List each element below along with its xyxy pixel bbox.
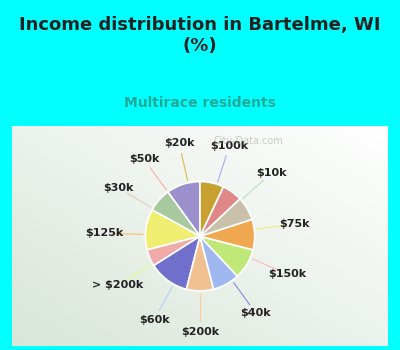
Text: Income distribution in Bartelme, WI
(%): Income distribution in Bartelme, WI (%) [19,16,381,55]
Wedge shape [154,236,200,289]
Text: $30k: $30k [103,183,133,193]
Wedge shape [200,187,240,236]
Text: > $200k: > $200k [92,280,144,290]
Wedge shape [200,236,238,289]
Text: $10k: $10k [256,168,287,178]
Wedge shape [147,236,200,266]
Text: $200k: $200k [181,327,219,336]
Wedge shape [145,210,200,250]
Text: $20k: $20k [164,138,194,148]
Text: $75k: $75k [279,219,310,229]
Text: $150k: $150k [268,269,306,279]
Wedge shape [168,182,200,236]
Text: $60k: $60k [139,315,170,325]
Text: City-Data.com: City-Data.com [214,136,283,146]
Wedge shape [200,236,253,276]
Text: $100k: $100k [210,141,248,150]
Text: Multirace residents: Multirace residents [124,96,276,110]
Text: $125k: $125k [86,228,124,238]
Wedge shape [200,199,252,236]
Text: $40k: $40k [241,308,271,318]
Wedge shape [200,182,223,236]
Wedge shape [186,236,214,291]
Text: $50k: $50k [129,154,159,164]
Wedge shape [200,219,255,250]
Wedge shape [152,192,200,236]
